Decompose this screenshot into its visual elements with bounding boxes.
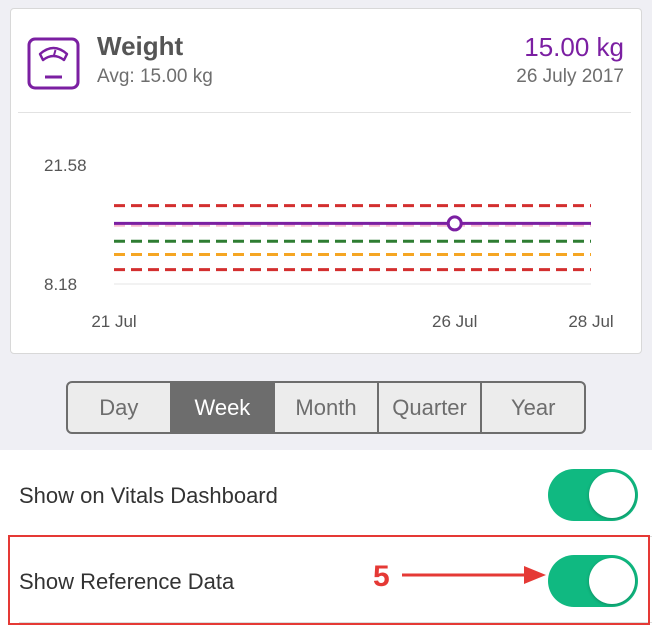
period-segmented-control: Day Week Month Quarter Year	[66, 381, 586, 434]
average-value: Avg: 15.00 kg	[97, 66, 213, 87]
annotation-step-number: 5	[373, 560, 390, 593]
show-reference-toggle[interactable]	[548, 555, 638, 607]
segment-year[interactable]: Year	[510, 394, 556, 420]
y-tick-label: 8.18	[44, 275, 77, 294]
x-tick-label: 28 Jul	[568, 312, 613, 331]
current-value: 15.00 kg	[524, 32, 624, 62]
data-point-marker	[446, 215, 463, 232]
show-vitals-label: Show on Vitals Dashboard	[19, 483, 278, 508]
metric-title: Weight	[97, 31, 184, 61]
x-tick-label: 21 Jul	[91, 312, 136, 331]
weighing-scale-icon	[27, 37, 80, 90]
header-divider	[18, 112, 631, 113]
annotation-arrow-icon	[402, 566, 546, 584]
current-date: 26 July 2017	[516, 66, 624, 87]
segment-day[interactable]: Day	[68, 383, 172, 432]
toggle-knob	[589, 472, 635, 518]
show-vitals-toggle[interactable]	[548, 469, 638, 521]
segment-week[interactable]: Week	[171, 383, 276, 432]
weight-card: Weight Avg: 15.00 kg 15.00 kg 26 July 20…	[10, 8, 642, 354]
show-reference-label: Show Reference Data	[19, 569, 235, 594]
row-divider	[19, 536, 652, 537]
weight-chart: 21.58 8.18 21 Jul 26 Jul 28 Jul	[44, 156, 614, 331]
segment-month[interactable]: Month	[275, 383, 379, 432]
row-divider	[19, 622, 652, 623]
x-tick-label: 26 Jul	[432, 312, 477, 331]
settings-list: Show on Vitals Dashboard Show Reference …	[0, 450, 652, 641]
toggle-knob	[589, 558, 635, 604]
segment-quarter[interactable]: Quarter	[379, 383, 483, 432]
y-tick-label: 21.58	[44, 156, 87, 175]
